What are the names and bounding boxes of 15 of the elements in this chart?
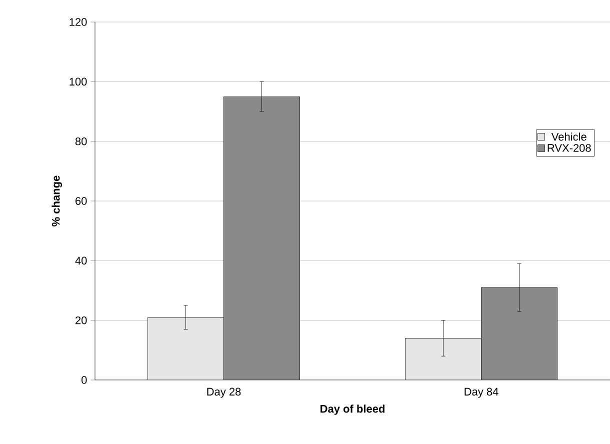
legend-label: RVX-208 (548, 144, 591, 152)
y-tick-label: 100 (70, 78, 87, 86)
x-tick-label: Day 28 (207, 388, 241, 398)
y-tick-label: 40 (75, 256, 87, 265)
bar (148, 317, 224, 380)
bar (405, 338, 482, 380)
y-tick-label: 120 (70, 18, 87, 26)
y-tick-label: 20 (76, 316, 87, 324)
y-tick-label: 80 (75, 137, 87, 146)
x-tick-label: Day 84 (464, 388, 498, 398)
y-tick-label: 0 (82, 376, 87, 384)
y-tick-label: 60 (76, 197, 87, 205)
y-axis-title: % change (52, 176, 62, 226)
legend-label: Vehicle (551, 132, 586, 141)
x-axis-title: Day of bleed (320, 404, 384, 415)
